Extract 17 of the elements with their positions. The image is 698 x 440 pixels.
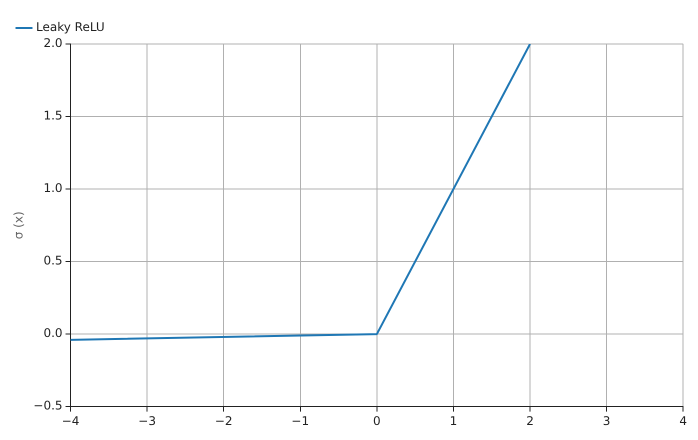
legend-label: Leaky ReLU: [36, 20, 105, 34]
y-tick-label: 0.0: [43, 326, 63, 340]
x-tick-label: 0: [373, 414, 381, 428]
y-tick-label: 1.5: [43, 108, 63, 123]
y-tick-label: 0.5: [43, 254, 63, 268]
x-tick-label: 1: [450, 414, 458, 428]
x-tick-label: −3: [138, 414, 156, 428]
x-tick-label: 3: [602, 414, 610, 428]
x-tick-label: −4: [62, 414, 80, 428]
y-tick-label: 2.0: [43, 36, 63, 50]
x-tick-label: 4: [679, 414, 688, 428]
x-tick-label: 2: [526, 414, 534, 428]
x-tick-label: −1: [291, 414, 310, 428]
x-tick-label: −2: [214, 414, 233, 428]
y-tick-label: −0.5: [33, 398, 63, 413]
y-tick-label: 1.0: [43, 181, 63, 196]
y-axis-title: σ (x): [11, 211, 26, 240]
